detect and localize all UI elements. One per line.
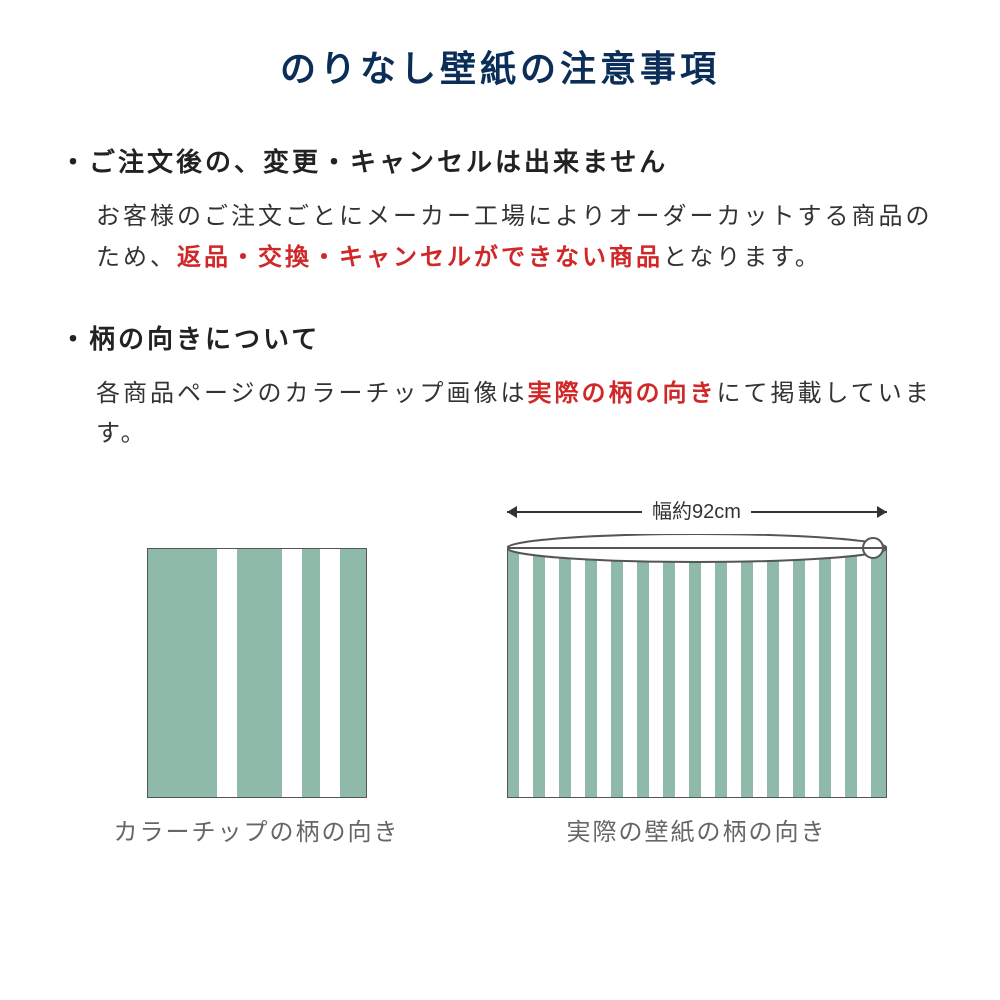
section-cancel: ・ご注文後の、変更・キャンセルは出来ません お客様のご注文ごとにメーカー工場によ… bbox=[60, 142, 940, 279]
section-pattern: ・柄の向きについて 各商品ページのカラーチップ画像は実際の柄の向きにて掲載してい… bbox=[60, 319, 940, 456]
section2-highlight: 実際の柄の向き bbox=[528, 380, 717, 407]
roll-caption: 実際の壁紙の柄の向き bbox=[567, 812, 827, 847]
section1-highlight: 返品・交換・キャンセルができない商品 bbox=[177, 244, 663, 271]
section1-body: お客様のご注文ごとにメーカー工場によりオーダーカットする商品のため、返品・交換・… bbox=[96, 197, 940, 279]
section2-body: 各商品ページのカラーチップ画像は実際の柄の向きにて掲載しています。 bbox=[96, 374, 940, 456]
section1-body-post: となります。 bbox=[663, 244, 822, 271]
diagrams-row: カラーチップの柄の向き 幅約92cm 実際の壁紙の柄の向き bbox=[60, 495, 940, 847]
section1-heading: ・ご注文後の、変更・キャンセルは出来ません bbox=[60, 142, 940, 179]
colorchip-svg bbox=[147, 548, 367, 798]
colorchip-caption: カラーチップの柄の向き bbox=[114, 812, 400, 847]
width-arrow: 幅約92cm bbox=[507, 495, 887, 528]
width-label: 幅約92cm bbox=[642, 495, 751, 524]
diagram-roll: 幅約92cm 実際の壁紙の柄の向き bbox=[507, 495, 887, 847]
roll-svg bbox=[507, 534, 887, 798]
section2-heading: ・柄の向きについて bbox=[60, 319, 940, 356]
section2-body-pre: 各商品ページのカラーチップ画像は bbox=[96, 380, 528, 407]
diagram-colorchip: カラーチップの柄の向き bbox=[114, 502, 400, 847]
page-title: のりなし壁紙の注意事項 bbox=[60, 40, 940, 92]
